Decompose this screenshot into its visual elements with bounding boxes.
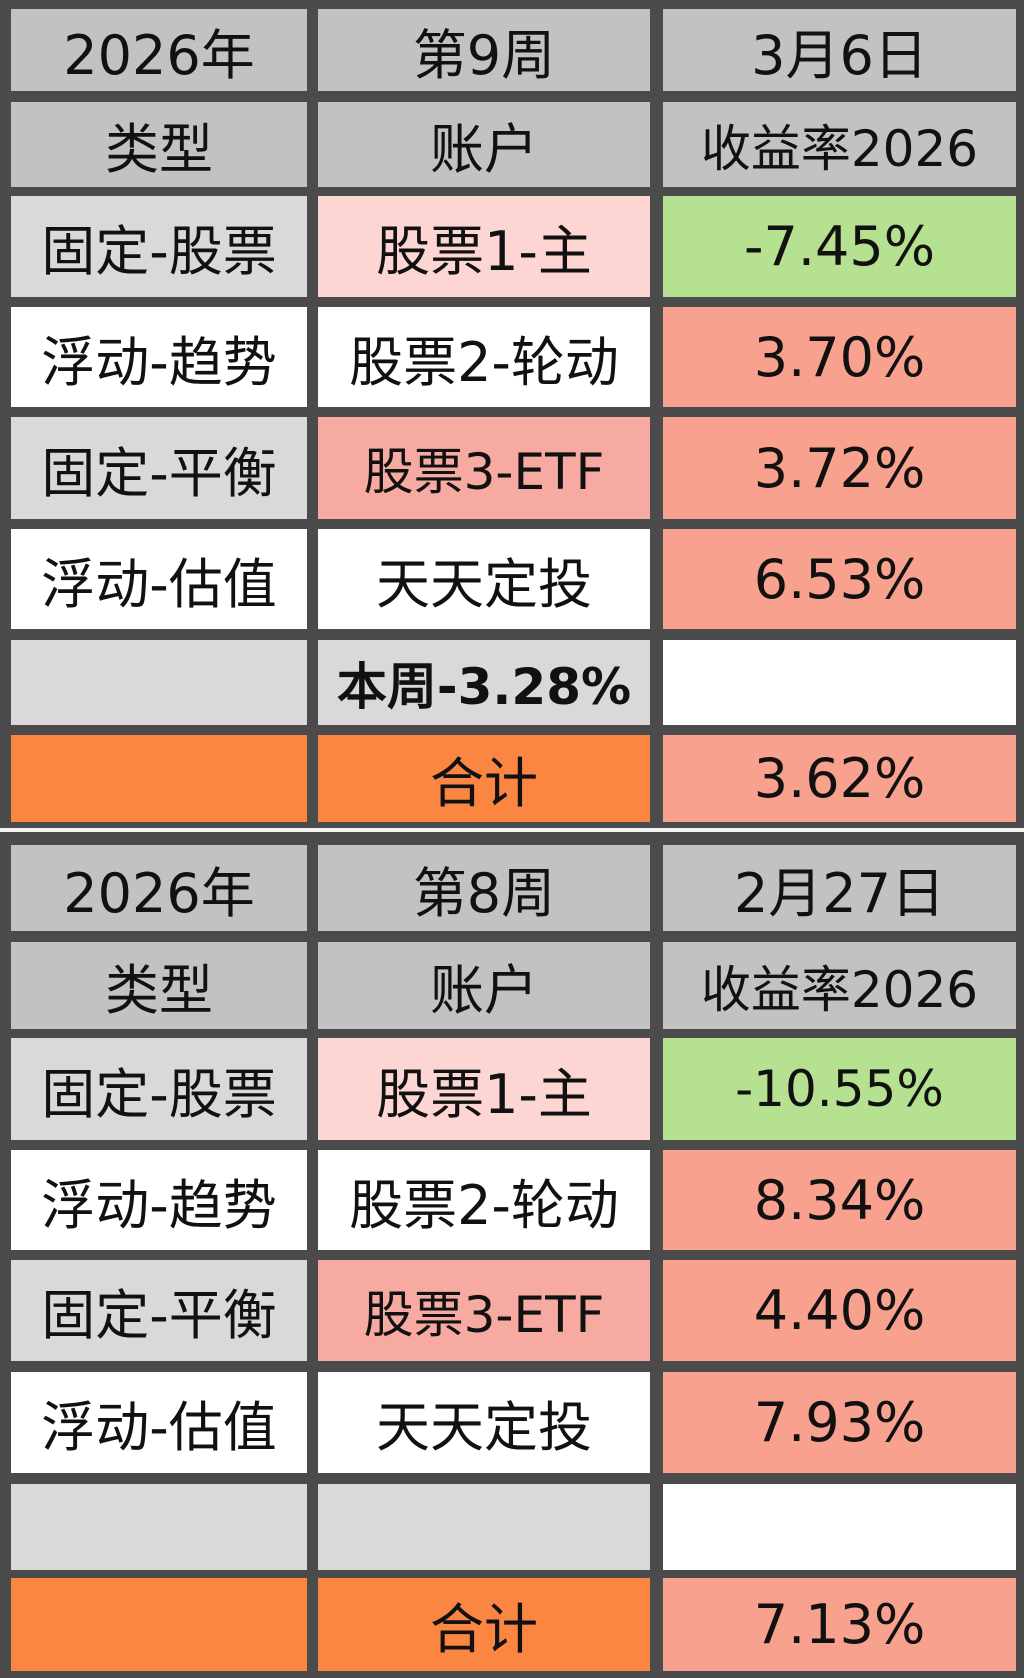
cell-text: 2月27日 <box>733 861 946 925</box>
table-2-cell-type[interactable]: 2026年 <box>11 845 307 931</box>
cell-text: 3.72% <box>753 436 926 500</box>
table-2-cell-account[interactable] <box>318 1484 650 1570</box>
table-2-cell-type[interactable]: 类型 <box>11 942 307 1029</box>
table-2-cell-account[interactable]: 合计 <box>318 1578 650 1671</box>
cell-text: 浮动-估值 <box>41 552 277 616</box>
table-1-cell-return[interactable]: 3月6日 <box>663 9 1016 91</box>
cell-text: 股票1-主 <box>376 220 592 283</box>
cell-text: 类型 <box>105 118 213 181</box>
cell-text: 2026年 <box>63 861 255 925</box>
table-2-cell-account[interactable]: 股票1-主 <box>318 1038 650 1140</box>
table-1-cell-account[interactable]: 股票1-主 <box>318 196 650 297</box>
table-2-cell-return[interactable]: 2月27日 <box>663 845 1016 931</box>
table-1-cell-account[interactable]: 股票3-ETF <box>318 417 650 519</box>
table-2-cell-account[interactable]: 股票2-轮动 <box>318 1150 650 1250</box>
cell-text: 浮动-趋势 <box>41 1173 277 1237</box>
cell-text: 3.62% <box>753 747 926 810</box>
table-2-cell-type[interactable]: 固定-股票 <box>11 1038 307 1140</box>
table-1-cell-account[interactable]: 合计 <box>318 735 650 822</box>
cell-text: 本周-3.28% <box>336 657 632 716</box>
cell-text: 天天定投 <box>376 552 592 616</box>
table-1-cell-account[interactable]: 第9周 <box>318 9 650 91</box>
table-2-cell-return[interactable]: 4.40% <box>663 1260 1016 1361</box>
table-2-cell-account[interactable]: 股票3-ETF <box>318 1260 650 1361</box>
table-1-cell-type[interactable]: 浮动-趋势 <box>11 307 307 407</box>
table-1-cell-account[interactable]: 本周-3.28% <box>318 640 650 725</box>
cell-text: -10.55% <box>735 1060 944 1118</box>
cell-text: 固定-股票 <box>41 1062 277 1126</box>
cell-text: 类型 <box>105 959 213 1022</box>
cell-text: 第8周 <box>412 861 556 925</box>
cell-text: 第9周 <box>412 23 556 87</box>
table-2-cell-account[interactable]: 第8周 <box>318 845 650 931</box>
cell-text: 浮动-估值 <box>41 1396 277 1459</box>
table-1-cell-type[interactable] <box>11 735 307 822</box>
section-divider <box>0 828 1024 832</box>
table-1-cell-type[interactable]: 类型 <box>11 102 307 187</box>
table-1-cell-type[interactable] <box>11 640 307 725</box>
cell-text: -7.45% <box>743 215 936 278</box>
table-2-cell-type[interactable]: 浮动-趋势 <box>11 1150 307 1250</box>
table-2-cell-type[interactable] <box>11 1578 307 1671</box>
cell-text: 固定-平衡 <box>41 441 277 505</box>
table-2-cell-return[interactable]: 收益率2026 <box>663 942 1016 1029</box>
cell-text: 天天定投 <box>376 1396 592 1459</box>
table-2-cell-type[interactable] <box>11 1484 307 1570</box>
table-2-cell-account[interactable]: 天天定投 <box>318 1372 650 1473</box>
cell-text: 4.40% <box>753 1279 926 1342</box>
cell-text: 股票2-轮动 <box>349 1173 619 1237</box>
cell-text: 3.70% <box>753 325 926 389</box>
table-2-cell-return[interactable]: 7.13% <box>663 1578 1016 1671</box>
cell-text: 浮动-趋势 <box>41 330 277 394</box>
cell-text: 股票3-ETF <box>363 443 605 501</box>
table-2-cell-return[interactable] <box>663 1484 1016 1570</box>
table-1-cell-return[interactable] <box>663 640 1016 725</box>
table-1-cell-return[interactable]: -7.45% <box>663 196 1016 297</box>
table-1-cell-type[interactable]: 2026年 <box>11 9 307 91</box>
table-1-cell-type[interactable]: 固定-平衡 <box>11 417 307 519</box>
cell-text: 2026年 <box>63 23 255 87</box>
cell-text: 固定-平衡 <box>41 1284 277 1347</box>
table-1-cell-return[interactable]: 收益率2026 <box>663 102 1016 187</box>
cell-text: 股票1-主 <box>376 1062 592 1126</box>
cell-text: 固定-股票 <box>41 220 277 283</box>
cell-text: 收益率2026 <box>700 119 979 178</box>
table-1-cell-type[interactable]: 浮动-估值 <box>11 529 307 629</box>
table-1-cell-account[interactable]: 股票2-轮动 <box>318 307 650 407</box>
cell-text: 账户 <box>430 118 538 181</box>
table-1-cell-return[interactable]: 6.53% <box>663 529 1016 629</box>
table-2-cell-account[interactable]: 账户 <box>318 942 650 1029</box>
cell-text: 7.93% <box>753 1391 926 1454</box>
cell-text: 股票3-ETF <box>363 1285 605 1344</box>
table-2-cell-return[interactable]: -10.55% <box>663 1038 1016 1140</box>
cell-text: 8.34% <box>753 1168 926 1232</box>
cell-text: 合计 <box>430 1598 538 1661</box>
table-2-cell-return[interactable]: 8.34% <box>663 1150 1016 1250</box>
cell-text: 3月6日 <box>751 23 928 87</box>
table-1-cell-return[interactable]: 3.62% <box>663 735 1016 822</box>
cell-text: 账户 <box>430 959 538 1022</box>
cell-text: 6.53% <box>753 547 926 611</box>
table-1-cell-return[interactable]: 3.70% <box>663 307 1016 407</box>
cell-text: 收益率2026 <box>700 960 979 1019</box>
table-2-cell-return[interactable]: 7.93% <box>663 1372 1016 1473</box>
cell-text: 股票2-轮动 <box>349 330 619 394</box>
table-1-cell-return[interactable]: 3.72% <box>663 417 1016 519</box>
table-2-cell-type[interactable]: 浮动-估值 <box>11 1372 307 1473</box>
cell-text: 合计 <box>430 752 538 815</box>
table-1-cell-account[interactable]: 账户 <box>318 102 650 187</box>
cell-text: 7.13% <box>753 1593 926 1656</box>
table-2-cell-type[interactable]: 固定-平衡 <box>11 1260 307 1361</box>
table-1-cell-type[interactable]: 固定-股票 <box>11 196 307 297</box>
table-1-cell-account[interactable]: 天天定投 <box>318 529 650 629</box>
